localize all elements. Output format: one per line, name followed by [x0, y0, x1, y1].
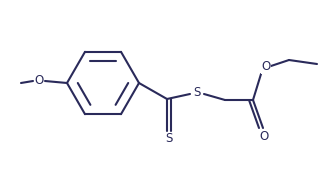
Text: S: S	[193, 86, 201, 98]
Text: S: S	[165, 133, 173, 146]
Text: O: O	[34, 75, 43, 88]
Text: O: O	[260, 129, 269, 142]
Text: O: O	[261, 61, 270, 74]
